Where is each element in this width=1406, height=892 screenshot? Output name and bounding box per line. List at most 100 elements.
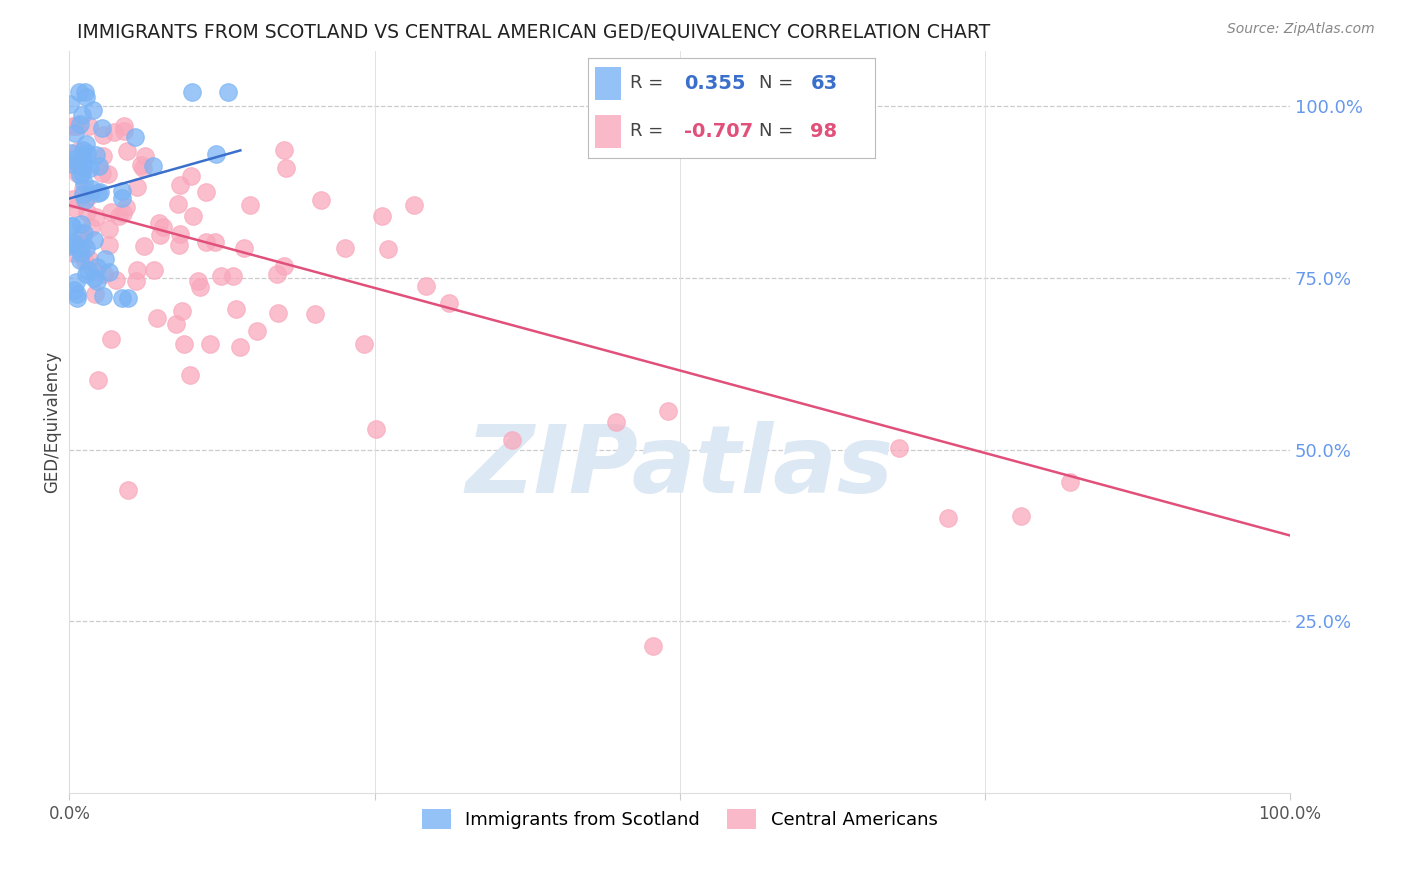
Point (91, 289, 114, 303)
Point (63, 152, 86, 166)
Point (187, 274, 209, 288)
Point (889, 441, 911, 455)
Point (73, 193, 96, 207)
Point (72, 160, 94, 174)
Point (167, 197, 190, 211)
Point (605, 415, 627, 429)
Point (117, 483, 139, 497)
Point (70, 107, 93, 121)
Point (105, 272, 128, 286)
Point (353, 337, 375, 351)
Point (146, 310, 169, 325)
Point (75, 255, 97, 269)
Point (125, 180, 148, 194)
Point (73, 176, 96, 190)
Point (124, 129, 146, 144)
Point (66, 287, 89, 301)
Point (72, 148, 94, 162)
Point (188, 279, 211, 293)
Point (94, 252, 117, 267)
Point (86, 373, 108, 387)
Point (239, 198, 262, 212)
Point (69, 85, 91, 99)
Point (84, 147, 107, 161)
Point (66, 157, 89, 171)
Point (98, 265, 121, 279)
Point (93, 267, 115, 281)
Point (371, 209, 394, 223)
Point (86, 186, 108, 200)
Point (107, 209, 129, 223)
Point (60, 219, 83, 233)
Point (267, 306, 290, 320)
Point (134, 239, 156, 253)
Point (80, 181, 103, 195)
Point (79, 161, 101, 176)
Point (62, 156, 84, 170)
Point (70, 246, 93, 260)
Point (169, 227, 191, 241)
Point (90, 120, 112, 135)
Point (73, 226, 96, 240)
Point (194, 185, 217, 199)
Point (641, 639, 664, 653)
Point (204, 235, 226, 249)
Point (117, 291, 139, 305)
Point (70, 166, 93, 180)
Point (364, 422, 387, 436)
Point (377, 242, 399, 256)
Point (83, 271, 105, 285)
Point (83, 287, 105, 301)
Point (1059, 475, 1081, 489)
Point (172, 303, 194, 318)
Point (90, 166, 112, 180)
Point (143, 263, 166, 277)
Point (62, 245, 84, 260)
Point (112, 120, 135, 134)
Point (111, 291, 134, 305)
Point (100, 204, 122, 219)
Point (67, 144, 90, 158)
Point (246, 324, 269, 338)
Point (225, 301, 247, 316)
Point (72, 182, 94, 196)
Point (335, 241, 357, 255)
Point (437, 296, 460, 310)
Point (76, 204, 98, 219)
Point (936, 511, 959, 525)
Point (83, 233, 105, 247)
Point (59, 236, 82, 251)
Point (75, 241, 97, 255)
Y-axis label: GED/Equivalency: GED/Equivalency (44, 351, 60, 493)
Point (82, 103, 104, 118)
Point (173, 336, 195, 351)
Point (100, 332, 122, 346)
Point (131, 161, 153, 175)
Point (63, 201, 86, 215)
Point (63, 120, 86, 134)
Point (112, 124, 135, 138)
Point (63, 236, 86, 251)
Point (134, 149, 156, 163)
Point (75, 267, 97, 281)
Point (91, 128, 114, 143)
Point (77, 120, 100, 134)
Text: ZIPatlas: ZIPatlas (465, 420, 894, 513)
Point (200, 337, 222, 351)
Point (103, 125, 125, 139)
Point (205, 147, 228, 161)
Point (69, 252, 91, 267)
Point (91, 149, 114, 163)
Point (97, 167, 120, 181)
Point (89, 159, 111, 173)
Point (70, 159, 93, 173)
Point (65, 275, 87, 289)
Point (501, 434, 523, 448)
Point (65, 291, 87, 305)
Point (149, 227, 172, 242)
Point (415, 278, 437, 293)
Legend: Immigrants from Scotland, Central Americans: Immigrants from Scotland, Central Americ… (415, 802, 945, 837)
Point (233, 241, 256, 255)
Point (124, 274, 146, 288)
Point (111, 184, 134, 198)
